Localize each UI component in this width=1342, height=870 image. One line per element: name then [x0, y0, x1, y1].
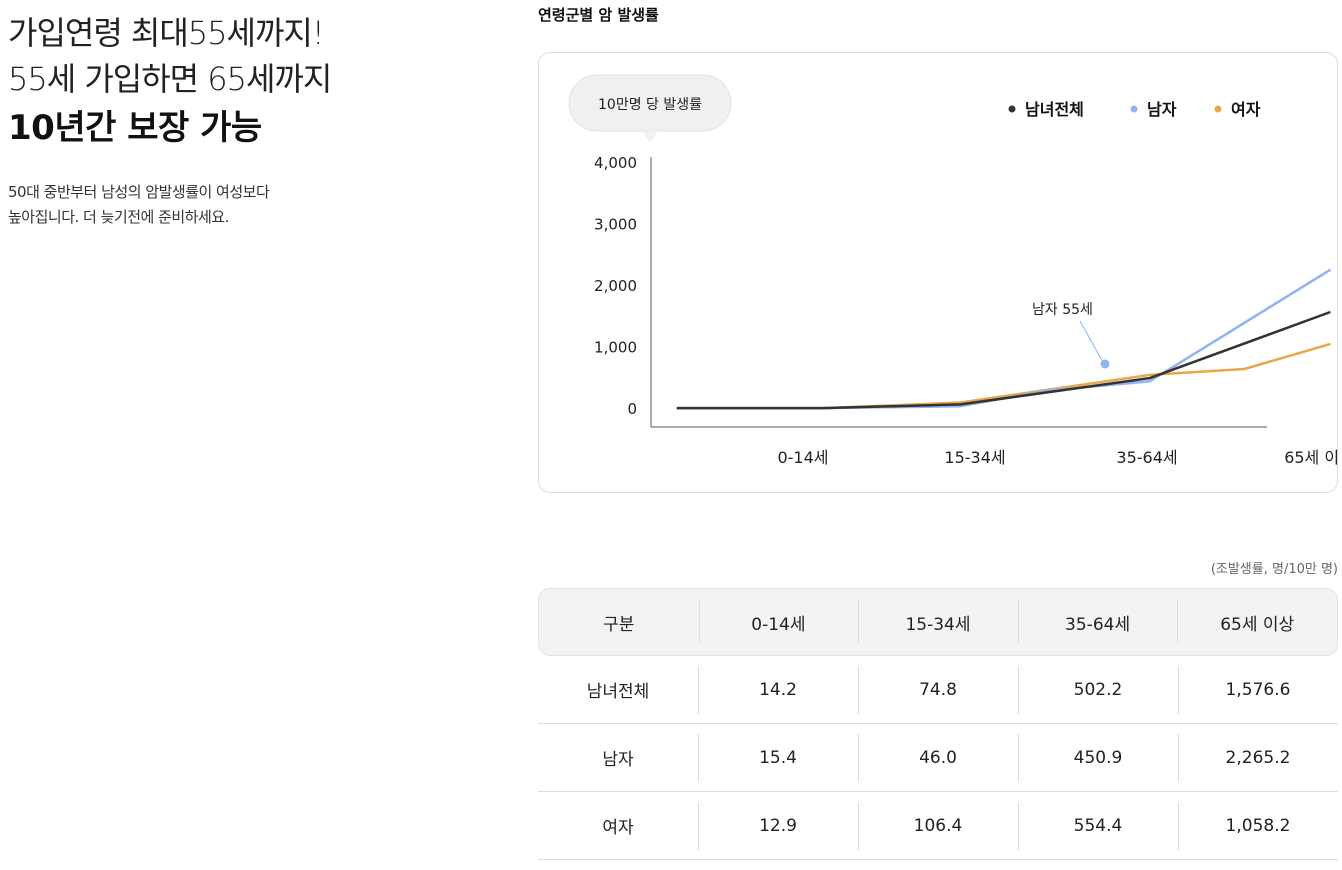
annotation-label: 남자 55세	[1032, 302, 1093, 318]
table-header-cell: 구분	[603, 614, 635, 635]
table-cell: 여자	[602, 818, 634, 838]
table-cell: 14.2	[698, 665, 858, 714]
description-line-2: 높아집니다. 더 늦기전에 준비하세요.	[8, 208, 229, 226]
unit-note: (조발생률, 명/10만 명)	[1210, 562, 1338, 577]
y-tick-label: 4,000	[594, 154, 637, 172]
headline-emphasis: 10년간 보장 가능	[8, 108, 262, 148]
table-body: 남녀전체 14.2 74.8 502.2 1,576.6 남자 15.4 46.0 450.9 2…	[538, 656, 1338, 860]
table-row: 남녀전체 14.2 74.8 502.2 1,576.6	[538, 656, 1338, 724]
chart-section-title: 연령군별 암 발생률	[538, 6, 659, 24]
legend-marker	[1214, 105, 1222, 113]
table-cell: 1,058.2	[1178, 801, 1338, 850]
chart-card: 10만명 당 발생률 남녀전체 남자 여자 4,000 3,000 2,000 1,000…	[538, 52, 1339, 493]
y-axis-ticks: 4,000 3,000 2,000 1,000 0	[594, 154, 637, 418]
table-cell: 74.8	[858, 665, 1018, 714]
chart-series	[676, 268, 1332, 410]
table-cell: 2,265.2	[1178, 733, 1338, 782]
table-cell: 46.0	[858, 733, 1018, 782]
table-cell: 106.4	[858, 801, 1018, 850]
x-tick-label: 15-34세	[944, 448, 1005, 467]
legend-label: 남자	[1147, 100, 1177, 119]
headline-line-2: 55세 가입하면 65세까지	[8, 60, 332, 98]
description-line-1: 50대 중반부터 남성의 암발생률이 여성보다	[8, 183, 270, 201]
description: 50대 중반부터 남성의 암발생률이 여성보다 높아집니다. 더 늦기전에 준비…	[8, 180, 438, 230]
y-tick-label: 2,000	[594, 277, 637, 295]
table-cell: 1,576.6	[1178, 665, 1338, 714]
legend-label: 남녀전체	[1025, 100, 1084, 119]
x-tick-label: 35-64세	[1116, 448, 1177, 467]
legend-marker	[1130, 105, 1138, 113]
chart-legend: 남녀전체 남자 여자	[1008, 100, 1261, 119]
headline-line-1: 가입연령 최대55세까지!	[8, 14, 325, 52]
intro-section: 가입연령 최대55세까지! 55세 가입하면 65세까지 10년간 보장 가능 …	[8, 10, 438, 230]
table-cell: 554.4	[1018, 801, 1178, 850]
table-cell: 남자	[602, 750, 634, 770]
x-tick-label: 65세 이상	[1284, 448, 1339, 467]
table-header: 구분 0-14세 15-34세 35-64세 65세 이상	[538, 588, 1338, 656]
table-row: 여자 12.9 106.4 554.4 1,058.2	[538, 792, 1338, 860]
table-cell: 남녀전체	[586, 682, 650, 702]
y-axis-badge-text: 10만명 당 발생률	[598, 97, 702, 113]
y-tick-label: 1,000	[594, 339, 637, 357]
legend-label: 여자	[1231, 100, 1261, 119]
annotation-male-55: 남자 55세	[1032, 302, 1110, 369]
table-header-cell: 65세 이상	[1177, 598, 1337, 643]
table-header-cell: 35-64세	[1017, 598, 1178, 643]
data-table: 구분 0-14세 15-34세 35-64세 65세 이상 남녀전체 14.2 74.8 50…	[538, 588, 1338, 860]
y-axis-badge: 10만명 당 발생률	[568, 74, 732, 142]
table-header-cell: 0-14세	[698, 598, 859, 643]
legend-marker	[1008, 105, 1016, 113]
table-header-cell: 15-34세	[858, 598, 1018, 643]
series-line-total	[676, 310, 1331, 410]
table-cell: 502.2	[1018, 665, 1178, 714]
table-cell: 15.4	[698, 733, 858, 782]
series-line-male	[676, 268, 1332, 410]
x-tick-label: 0-14세	[777, 448, 828, 467]
x-axis-ticks: 0-14세 15-34세 35-64세 65세 이상	[777, 448, 1339, 467]
y-tick-label: 3,000	[594, 216, 637, 234]
y-tick-label: 0	[627, 400, 637, 418]
table-row: 남자 15.4 46.0 450.9 2,265.2	[538, 724, 1338, 792]
table-cell: 450.9	[1018, 733, 1178, 782]
line-chart: 10만명 당 발생률 남녀전체 남자 여자 4,000 3,000 2,000 1,000…	[568, 74, 1339, 467]
table-cell: 12.9	[698, 801, 858, 850]
